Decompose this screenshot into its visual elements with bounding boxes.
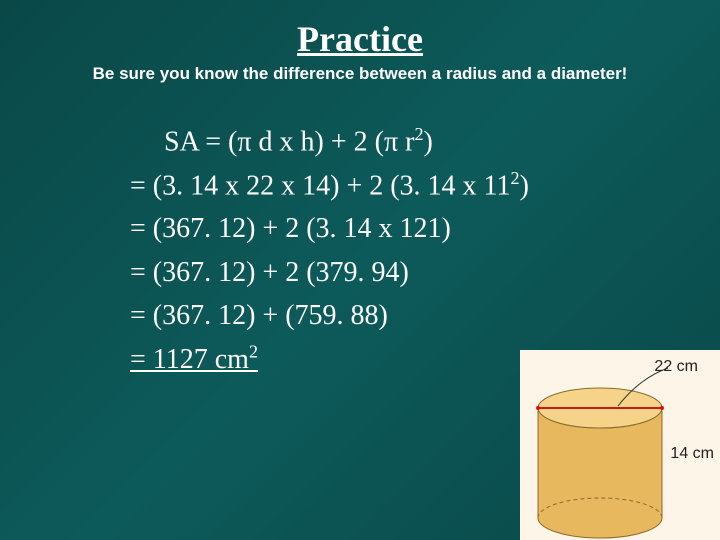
exponent: 2 <box>249 342 258 362</box>
text: ) <box>520 170 529 201</box>
exponent: 2 <box>414 124 423 144</box>
diameter-label: 22 cm <box>654 358 698 376</box>
slide-subtitle: Be sure you know the difference between … <box>0 64 720 84</box>
text: ) <box>424 126 433 157</box>
text: = 1127 cm <box>130 344 249 375</box>
text: SA = ( <box>164 126 237 157</box>
text: r <box>398 126 414 157</box>
slide-title: Practice <box>0 0 720 60</box>
formula-line-3: = (367. 12) + 2 (3. 14 x 121) <box>130 207 529 250</box>
pi-symbol: π <box>384 126 398 157</box>
formula-line-6: = 1127 cm2 <box>130 338 529 382</box>
height-label: 14 cm <box>670 445 714 463</box>
worked-solution: SA = (π d x h) + 2 (π r2) = (3. 14 x 22 … <box>130 120 529 381</box>
pi-symbol: π <box>237 126 251 157</box>
formula-line-1: SA = (π d x h) + 2 (π r2) <box>130 120 529 164</box>
text: d x h) + 2 ( <box>252 126 384 157</box>
formula-line-2: = (3. 14 x 22 x 14) + 2 (3. 14 x 112) <box>130 164 529 208</box>
exponent: 2 <box>511 168 520 188</box>
cylinder-diagram: 22 cm 14 cm <box>520 350 720 540</box>
text: = (3. 14 x 22 x 14) + 2 (3. 14 x 11 <box>130 170 511 201</box>
formula-line-5: = (367. 12) + (759. 88) <box>130 294 529 337</box>
formula-line-4: = (367. 12) + 2 (379. 94) <box>130 251 529 294</box>
